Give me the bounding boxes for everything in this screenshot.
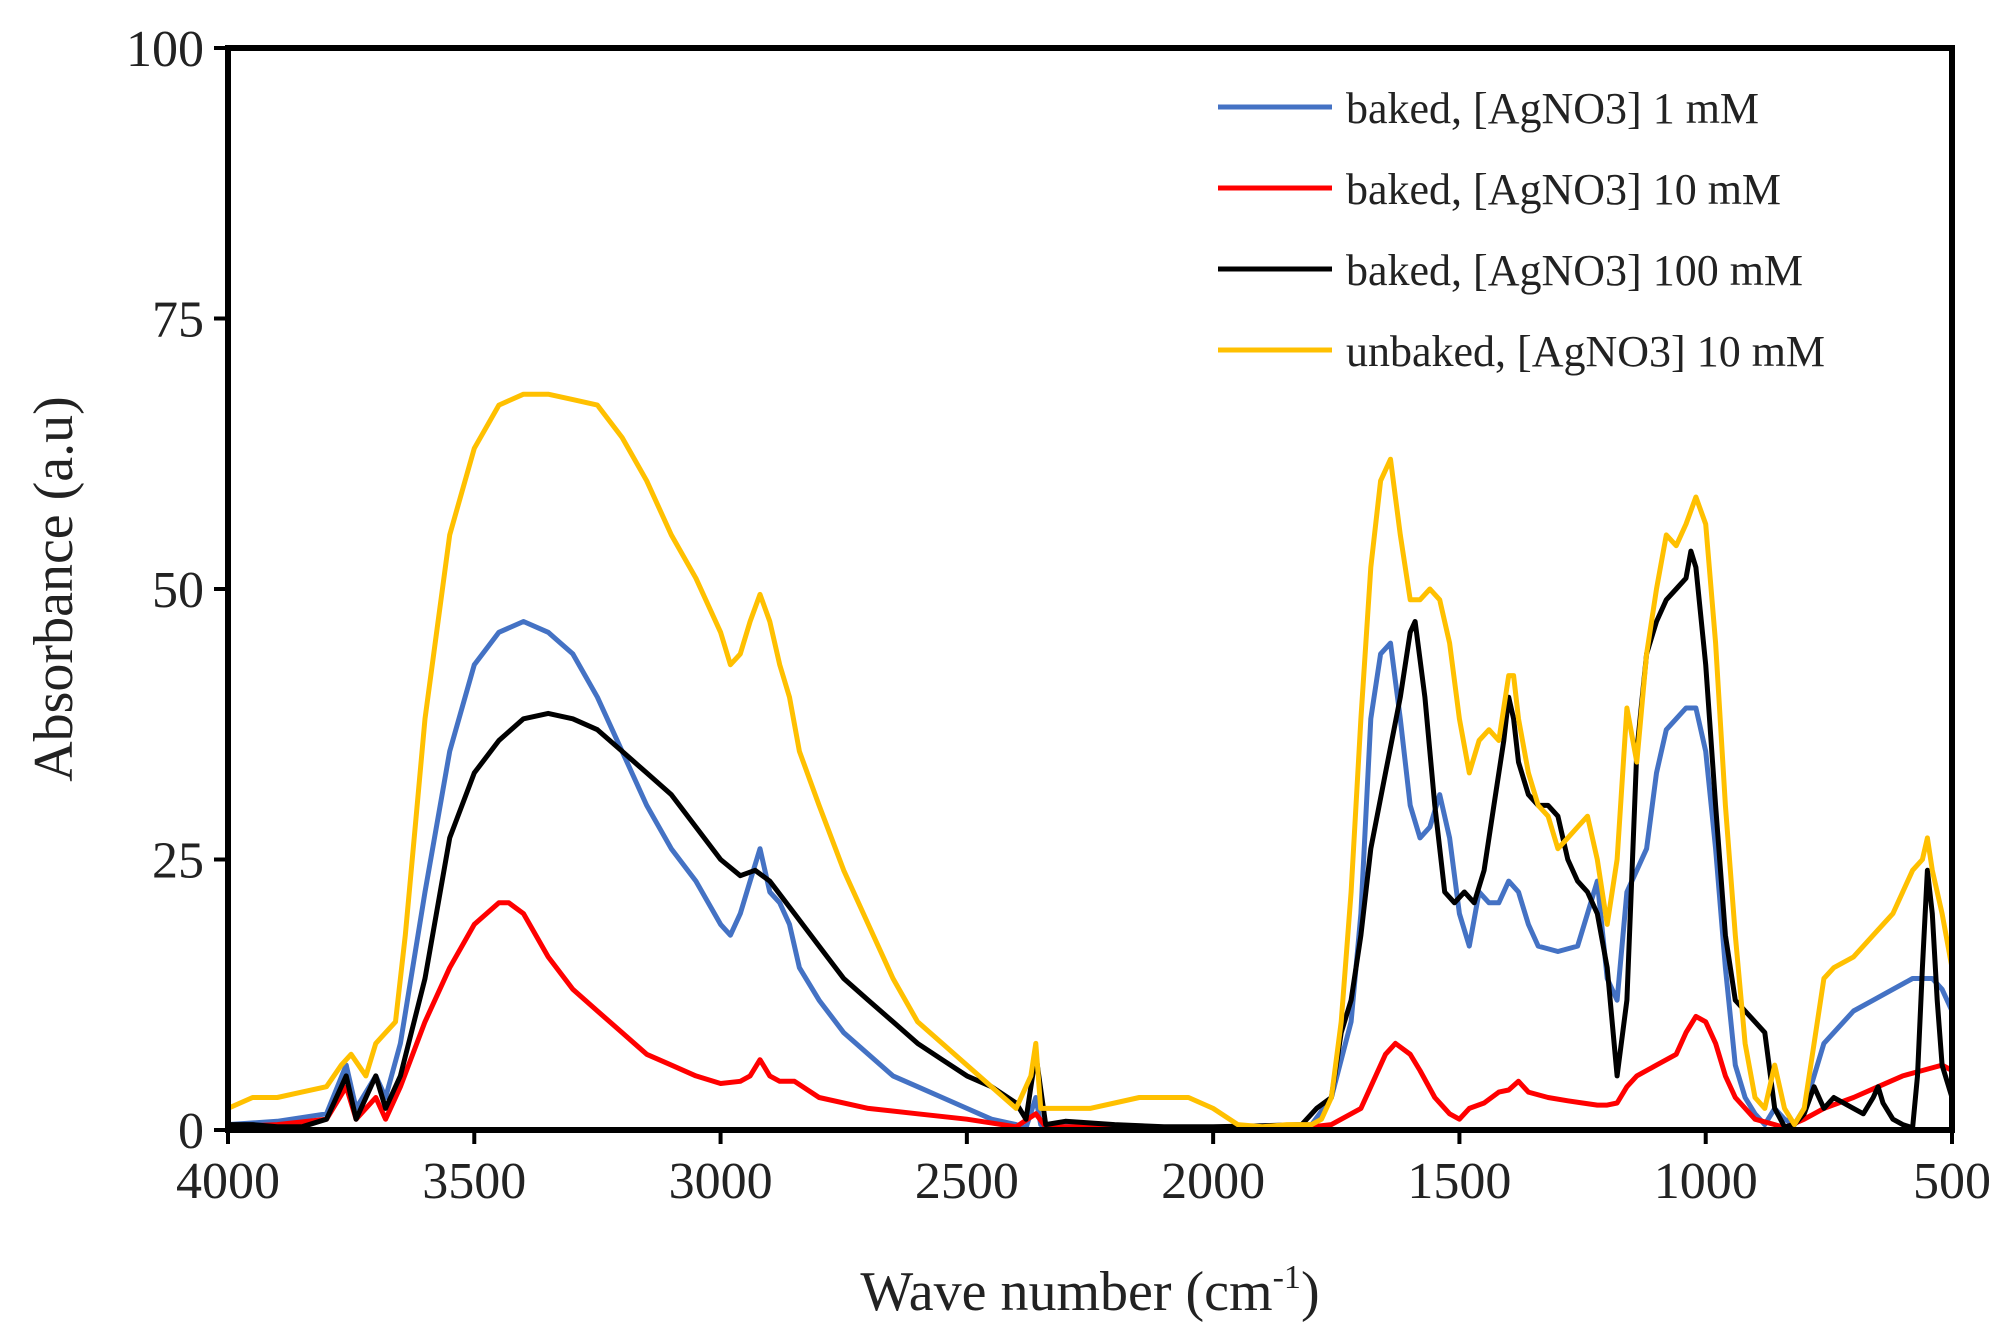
- x-axis-title-main: Wave number (cm: [860, 1261, 1272, 1323]
- series-lines-layer: [225, 391, 1955, 1131]
- x-tick-label: 3500: [422, 1153, 526, 1210]
- x-tick-label: 1000: [1654, 1153, 1758, 1210]
- x-axis-title: Wave number (cm-1): [860, 1259, 1319, 1323]
- legend-label-3: baked, [AgNO3] 100 mM: [1346, 246, 1803, 295]
- x-tick-label: 2500: [915, 1153, 1019, 1210]
- series-line-3: [225, 548, 1955, 1131]
- x-tick-label: 4000: [176, 1153, 280, 1210]
- y-tick-label: 50: [152, 562, 204, 619]
- y-tick-label: 25: [152, 833, 204, 890]
- x-axis-ticks: 4000 3500 3000 2500 2000 1500 1000 500: [176, 1130, 1991, 1210]
- x-tick-label: 2000: [1161, 1153, 1265, 1210]
- x-axis-title-superscript: -1: [1273, 1259, 1301, 1296]
- y-axis-ticks: 0 25 50 75 100: [126, 21, 228, 1160]
- y-tick-label: 0: [178, 1103, 204, 1160]
- legend: baked, [AgNO3] 1 mM baked, [AgNO3] 10 mM b…: [1218, 84, 1825, 376]
- series-line-1: [225, 619, 1955, 1131]
- legend-label-4: unbaked, [AgNO3] 10 mM: [1346, 327, 1825, 376]
- series-line-4: [225, 391, 1955, 1130]
- x-tick-label: 500: [1913, 1153, 1991, 1210]
- x-tick-label: 3000: [669, 1153, 773, 1210]
- legend-label-2: baked, [AgNO3] 10 mM: [1346, 165, 1781, 214]
- series-line-2: [225, 900, 1955, 1131]
- y-tick-label: 100: [126, 21, 204, 78]
- legend-label-1: baked, [AgNO3] 1 mM: [1346, 84, 1759, 133]
- y-axis-title: Absorbance (a.u): [23, 396, 85, 782]
- y-tick-label: 75: [152, 292, 204, 349]
- x-axis-title-suffix: ): [1301, 1261, 1320, 1323]
- x-tick-label: 1500: [1407, 1153, 1511, 1210]
